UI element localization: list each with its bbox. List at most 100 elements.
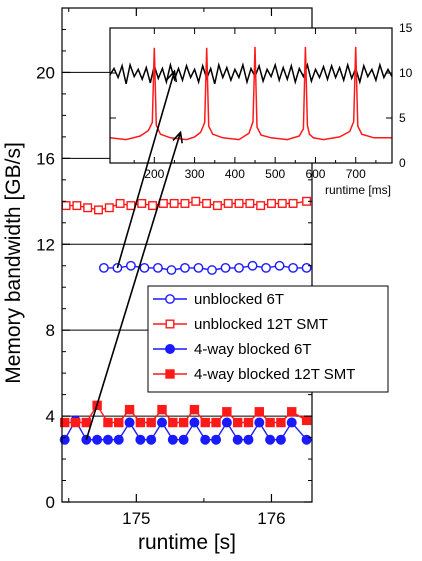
data-point: [301, 262, 312, 273]
inset-y-tick-label: 15: [399, 21, 413, 35]
legend-box: [147, 285, 389, 393]
data-point: [124, 417, 135, 428]
inset-y-tick-label: 10: [399, 66, 413, 80]
inset-series-line: [109, 46, 392, 141]
data-point: [104, 203, 114, 213]
inset-x-tick-label: 400: [225, 167, 245, 181]
main-plot-frame: [61, 7, 313, 503]
data-point: [180, 262, 190, 273]
data-point: [93, 205, 103, 215]
data-point: [193, 262, 204, 273]
data-point: [146, 434, 157, 445]
data-point: [288, 262, 298, 273]
arrow-head: [172, 130, 183, 144]
data-point: [212, 201, 222, 211]
data-point: [102, 434, 113, 445]
y-tick-label: 4: [46, 407, 55, 426]
data-point: [72, 201, 82, 211]
data-point: [287, 407, 297, 417]
legend-swatch-marker: [165, 319, 175, 329]
data-point: [60, 417, 70, 428]
data-point: [243, 434, 254, 445]
data-point: [288, 198, 298, 208]
inset-background: [110, 28, 392, 163]
data-point: [202, 198, 212, 208]
data-point: [146, 417, 156, 428]
legend: unblocked 6T unblocked 12T SMT 4-way block…: [147, 285, 389, 393]
data-point: [254, 417, 265, 428]
data-point: [126, 260, 136, 271]
data-point: [139, 262, 150, 273]
y-tick-label: 8: [46, 321, 55, 340]
inset-plot-frame: [109, 27, 393, 164]
arrow-line: [116, 70, 176, 269]
data-point: [245, 198, 255, 208]
inset-x-tick-label: 200: [144, 167, 164, 181]
data-point: [200, 417, 210, 428]
data-point: [70, 417, 81, 428]
data-point: [92, 434, 103, 445]
data-point: [256, 201, 266, 211]
data-point: [211, 417, 221, 428]
data-point: [114, 417, 124, 428]
data-point: [115, 198, 125, 208]
data-point: [126, 201, 136, 211]
legend-label: 4-way blocked 12T SMT: [194, 366, 355, 383]
data-point: [265, 434, 276, 445]
data-point: [137, 198, 147, 208]
legend-swatch-marker: [165, 294, 175, 304]
data-point: [221, 417, 232, 428]
data-point: [234, 198, 244, 208]
data-point: [247, 260, 258, 271]
data-point: [243, 417, 254, 428]
legend-label: unblocked 12T SMT: [194, 316, 328, 333]
inset-series-layer: [109, 46, 393, 141]
data-point: [180, 198, 190, 208]
inset-x-tick-label: 500: [265, 167, 285, 181]
data-point: [223, 198, 233, 208]
data-point: [61, 201, 71, 211]
data-point: [222, 407, 232, 417]
inset-x-tick-label: 300: [185, 167, 205, 181]
data-point: [168, 417, 178, 428]
legend-items: unblocked 6T unblocked 12T SMT 4-way block…: [153, 291, 355, 383]
inset-series-line: [109, 61, 393, 85]
data-point: [220, 262, 231, 273]
data-point: [191, 196, 201, 206]
inset-x-tick-label: 600: [305, 167, 325, 181]
data-point: [103, 417, 113, 428]
data-point: [301, 415, 312, 426]
data-point: [234, 262, 244, 273]
data-point: [189, 404, 200, 415]
data-point: [211, 434, 222, 445]
legend-label: 4-way blocked 6T: [194, 341, 312, 358]
inset-chart: 200 300 400 500 600 700 0 5 10 15 runtime [ms]: [109, 21, 413, 197]
data-point: [178, 417, 189, 428]
inset-x-axis-label: runtime [ms]: [325, 183, 391, 197]
data-point: [274, 260, 285, 271]
legend-swatch-marker: [165, 369, 175, 379]
data-point: [200, 434, 211, 445]
annotation-arrows: [85, 69, 183, 440]
data-point: [166, 265, 177, 275]
series-line: [103, 264, 307, 271]
data-point: [153, 262, 163, 273]
data-point: [266, 198, 276, 208]
y-tick-label: 20: [36, 63, 55, 82]
arrow-head: [166, 69, 178, 83]
inset-y-tick-label: 5: [399, 111, 406, 125]
main-series-layer: [59, 196, 312, 445]
data-point: [275, 434, 286, 445]
data-point: [135, 417, 146, 428]
legend-swatch-marker: [165, 344, 175, 354]
data-point: [148, 201, 158, 211]
data-point: [169, 198, 179, 208]
data-point: [276, 417, 286, 428]
inset-x-tick-label: 700: [346, 167, 366, 181]
y-tick-label: 16: [36, 149, 55, 168]
inset-axis-ticks: 200 300 400 500 600 700 0 5 10 15: [110, 21, 413, 181]
x-tick-label: 175: [122, 509, 150, 528]
data-point: [98, 262, 109, 273]
